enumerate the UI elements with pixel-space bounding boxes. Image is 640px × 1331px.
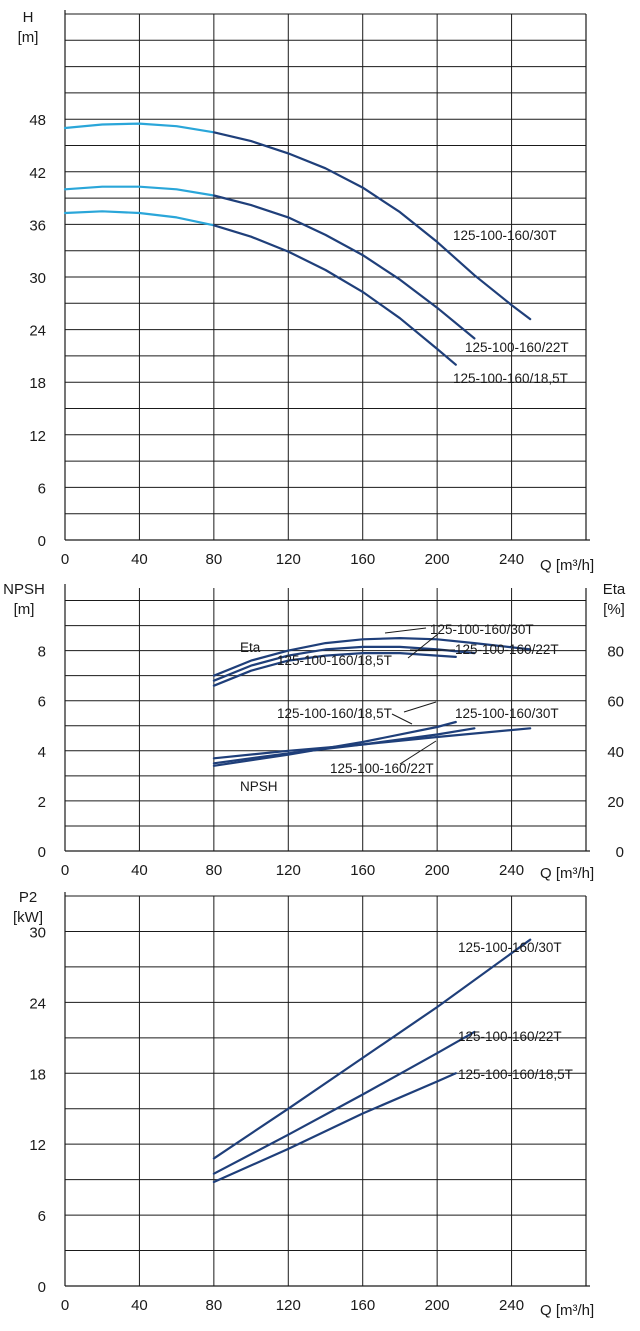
series-label: 125-100-160/30T (458, 940, 562, 955)
series-label: 125-100-160/22T (465, 340, 569, 355)
x-tick-label: 200 (425, 551, 450, 568)
x-tick-label: 160 (350, 862, 375, 879)
x-tick-label: 120 (276, 862, 301, 879)
y-tick-label: 0 (38, 844, 46, 861)
y-tick-label: 6 (38, 480, 46, 497)
x-tick-label: 40 (131, 862, 148, 879)
y-tick-label: 30 (29, 924, 46, 941)
y-axis-label: [kW] (13, 909, 43, 926)
y-right-tick-label: 40 (607, 744, 624, 761)
x-tick-label: 0 (61, 862, 69, 879)
head-curve-2 (212, 224, 457, 366)
power-curve-0 (212, 938, 532, 1160)
y-tick-label: 0 (38, 1279, 46, 1296)
x-tick-label: 0 (61, 551, 69, 568)
npsh-annotation: NPSH (240, 779, 278, 794)
y-right-axis-label: Eta (603, 581, 626, 598)
chart-panel-power: 0 40 80 120 160 200 240 Q [m³/h] 0 6 12 18 24 30 P2 [kW… (13, 889, 594, 1319)
y-axis-label: H (23, 9, 34, 26)
npsh-series-label: 125-100-160/18,5T (277, 706, 392, 721)
npsh-series-label: 125-100-160/22T (330, 761, 434, 776)
y-axis-label: NPSH (3, 581, 45, 598)
y-right-tick-label: 60 (607, 694, 624, 711)
x-tick-label: 80 (206, 1297, 223, 1314)
x-axis-label: Q [m³/h] (540, 1302, 594, 1319)
x-tick-label: 80 (206, 551, 223, 568)
y-tick-label: 24 (29, 323, 46, 340)
y-right-tick-label: 80 (607, 644, 624, 661)
leader-line (407, 633, 439, 659)
y-tick-label: 12 (29, 1137, 46, 1154)
head-curve-light-segment (63, 185, 215, 197)
x-tick-label: 40 (131, 1297, 148, 1314)
y-axis-label: [m] (18, 29, 39, 46)
series-label: 125-100-160/22T (458, 1029, 562, 1044)
y-tick-label: 48 (29, 112, 46, 129)
y-right-tick-label: 20 (607, 794, 624, 811)
x-axis-label: Q [m³/h] (540, 865, 594, 882)
y-tick-label: 24 (29, 995, 46, 1012)
y-tick-label: 42 (29, 165, 46, 182)
head-curve-light-segment (63, 122, 215, 134)
series-label: 125-100-160/18,5T (453, 371, 568, 386)
x-tick-label: 0 (61, 1297, 69, 1314)
leader-line (403, 701, 437, 713)
eta-series-label: 125-100-160/22T (455, 642, 559, 657)
y-tick-label: 4 (38, 744, 46, 761)
x-tick-label: 240 (499, 551, 524, 568)
y-axis-label: [m] (14, 601, 35, 618)
npsh-curve-2 (212, 720, 457, 767)
x-tick-label: 80 (206, 862, 223, 879)
y-right-tick-label: 0 (616, 844, 624, 861)
eta-series-label: 125-100-160/18,5T (277, 653, 392, 668)
head-curve-light-segment (63, 210, 215, 227)
y-tick-label: 8 (38, 644, 46, 661)
leader-line (391, 713, 413, 725)
head-curve-1 (212, 194, 476, 340)
eta-curve-2 (212, 652, 457, 687)
series-label: 125-100-160/18,5T (458, 1067, 573, 1082)
y-tick-label: 18 (29, 1066, 46, 1083)
power-curve-2 (212, 1072, 457, 1184)
y-tick-label: 12 (29, 428, 46, 445)
head-curve-0 (212, 131, 532, 321)
y-tick-label: 36 (29, 217, 46, 234)
y-right-axis-label: [%] (603, 601, 625, 618)
power-curve-1 (212, 1030, 476, 1175)
eta-curve-0 (212, 637, 532, 677)
x-axis-label: Q [m³/h] (540, 557, 594, 574)
x-tick-label: 120 (276, 551, 301, 568)
x-tick-label: 240 (499, 862, 524, 879)
x-tick-label: 160 (350, 551, 375, 568)
chart-panel-head: 0 40 80 120 160 200 240 Q [m³/h] 0 6 12 18 24 30 36 42 4… (18, 9, 595, 574)
y-tick-label: 30 (29, 270, 46, 287)
eta-annotation: Eta (240, 640, 261, 655)
x-tick-label: 200 (425, 1297, 450, 1314)
series-label: 125-100-160/30T (453, 228, 557, 243)
leader-line (399, 740, 437, 765)
npsh-curve-1 (212, 727, 476, 765)
y-tick-label: 18 (29, 375, 46, 392)
y-tick-label: 0 (38, 533, 46, 550)
y-tick-label: 6 (38, 694, 46, 711)
x-tick-label: 160 (350, 1297, 375, 1314)
x-tick-label: 200 (425, 862, 450, 879)
x-tick-label: 40 (131, 551, 148, 568)
x-tick-label: 120 (276, 1297, 301, 1314)
x-tick-label: 240 (499, 1297, 524, 1314)
y-tick-label: 2 (38, 794, 46, 811)
npsh-series-label: 125-100-160/30T (455, 706, 559, 721)
chart-panel-npsh_eta: 0 40 80 120 160 200 240 Q [m³/h] 0 2 4 6 8 NPSH [m] 0 20… (3, 581, 626, 882)
y-tick-label: 6 (38, 1208, 46, 1225)
eta-curve-1 (212, 645, 476, 682)
eta-series-label: 125-100-160/30T (430, 622, 534, 637)
y-axis-label: P2 (19, 889, 37, 906)
leader-line (384, 627, 427, 634)
